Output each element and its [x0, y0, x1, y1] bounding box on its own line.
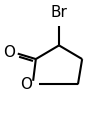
- Text: O: O: [3, 45, 15, 60]
- Text: O: O: [19, 77, 31, 92]
- Text: Br: Br: [50, 5, 67, 20]
